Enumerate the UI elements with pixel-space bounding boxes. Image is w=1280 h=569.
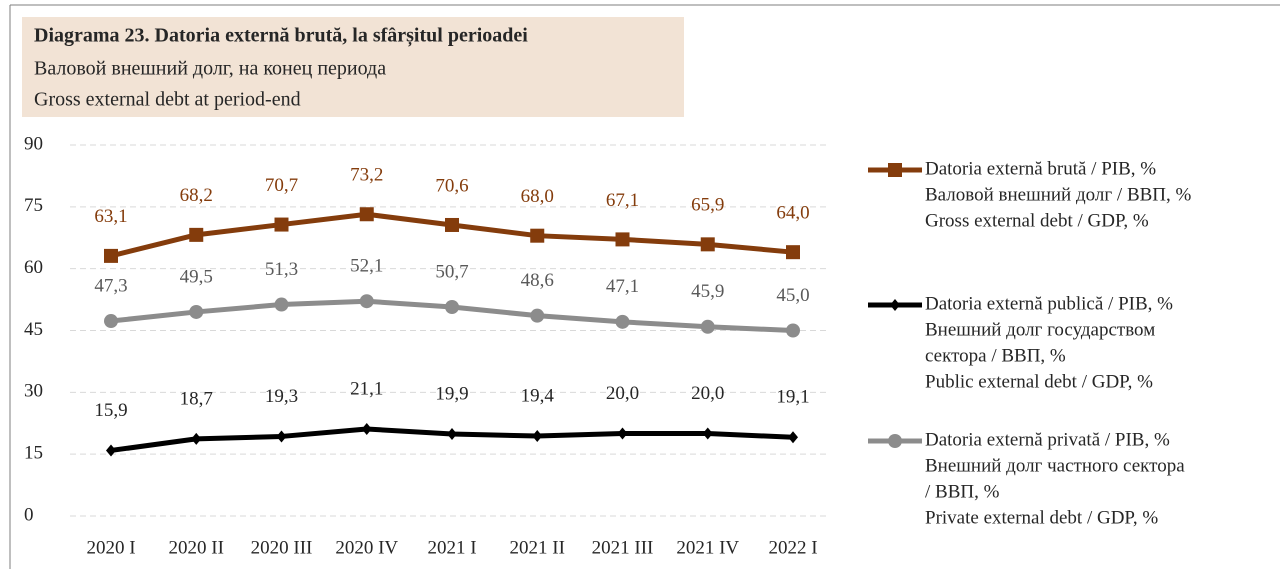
marker — [447, 427, 457, 440]
marker — [888, 434, 902, 448]
data-label: 45,9 — [691, 281, 724, 302]
legend-label: / ВВП, % — [925, 481, 1000, 502]
legend-label: Datoria externă publică / PIB, % — [925, 293, 1173, 314]
legend-label: Datoria externă brută / PIB, % — [925, 158, 1156, 179]
marker — [104, 248, 118, 263]
data-label: 63,1 — [94, 206, 127, 227]
legend-label: Валовой внешний долг / ВВП, % — [925, 184, 1192, 205]
data-label: 73,2 — [350, 165, 383, 186]
legend-label: Gross external debt / GDP, % — [925, 210, 1149, 231]
data-label: 21,1 — [350, 378, 383, 399]
x-tick-label: 2021 II — [510, 537, 565, 558]
marker — [104, 314, 118, 329]
marker — [191, 432, 202, 445]
y-tick-label: 0 — [24, 504, 34, 525]
legend-label: Datoria externă privată / PIB, % — [925, 429, 1170, 450]
data-label: 68,0 — [521, 186, 554, 207]
legend-label: сектора / ВВП, % — [925, 345, 1066, 366]
marker — [359, 294, 374, 309]
marker — [274, 297, 289, 312]
data-label: 52,1 — [350, 256, 383, 277]
data-label: 70,6 — [435, 175, 468, 196]
marker — [786, 323, 800, 338]
marker — [890, 299, 900, 311]
data-label: 70,7 — [265, 175, 298, 196]
marker — [530, 308, 545, 323]
data-label: 48,6 — [521, 270, 554, 291]
data-label: 15,9 — [94, 400, 127, 421]
data-label: 65,9 — [691, 195, 724, 216]
data-label: 47,3 — [94, 275, 127, 296]
x-tick-label: 2022 I — [768, 537, 817, 558]
data-label: 64,0 — [776, 203, 809, 224]
title-box — [22, 17, 684, 117]
x-tick-label: 2021 III — [592, 537, 654, 558]
legend-label: Внешний долг частного сектора — [925, 455, 1185, 476]
y-tick-label: 30 — [24, 381, 43, 402]
data-label: 67,1 — [606, 190, 639, 211]
chart-subtitle: Валовой внешний долг, на конец периода — [34, 58, 386, 80]
x-tick-label: 2021 IV — [676, 537, 739, 558]
data-label: 50,7 — [435, 261, 468, 282]
data-label: 20,0 — [606, 383, 639, 404]
marker — [615, 314, 630, 329]
data-label: 19,4 — [521, 385, 555, 406]
marker — [617, 427, 628, 440]
x-tick-label: 2020 II — [169, 537, 224, 558]
marker — [189, 227, 204, 242]
data-label: 19,3 — [265, 386, 298, 407]
marker — [786, 245, 800, 260]
legend-label: Private external debt / GDP, % — [925, 507, 1158, 528]
chart-title: Diagrama 23. Datoria externă brută, la s… — [34, 25, 528, 48]
marker — [106, 444, 116, 457]
x-tick-label: 2020 III — [251, 537, 313, 558]
y-tick-label: 75 — [24, 195, 43, 216]
marker — [702, 427, 713, 440]
marker — [359, 207, 374, 222]
marker — [888, 163, 902, 177]
y-tick-label: 90 — [24, 133, 43, 154]
legend-label: Внешний долг государством — [925, 319, 1155, 340]
data-label: 49,5 — [180, 266, 213, 287]
marker — [615, 232, 630, 247]
data-label: 19,9 — [435, 383, 468, 404]
y-tick-label: 15 — [24, 443, 43, 464]
marker — [530, 228, 545, 243]
data-label: 51,3 — [265, 259, 298, 280]
chart-subtitle: Gross external debt at period-end — [34, 89, 301, 111]
marker — [445, 300, 459, 315]
x-tick-label: 2021 I — [427, 537, 476, 558]
data-label: 47,1 — [606, 276, 639, 297]
data-label: 20,0 — [691, 383, 724, 404]
marker — [700, 237, 715, 252]
x-tick-label: 2020 IV — [335, 537, 398, 558]
marker — [532, 430, 543, 443]
data-label: 45,0 — [776, 285, 809, 306]
marker — [788, 431, 798, 444]
marker — [276, 430, 287, 443]
legend-label: Public external debt / GDP, % — [925, 371, 1153, 392]
marker — [189, 304, 204, 319]
data-label: 18,7 — [180, 388, 213, 409]
y-tick-label: 60 — [24, 257, 43, 278]
marker — [361, 423, 372, 436]
x-tick-label: 2020 I — [86, 537, 135, 558]
data-label: 68,2 — [180, 185, 213, 206]
data-label: 19,1 — [776, 387, 809, 408]
y-tick-label: 45 — [24, 319, 43, 340]
marker — [274, 217, 289, 232]
marker — [445, 217, 459, 232]
marker — [700, 319, 715, 334]
